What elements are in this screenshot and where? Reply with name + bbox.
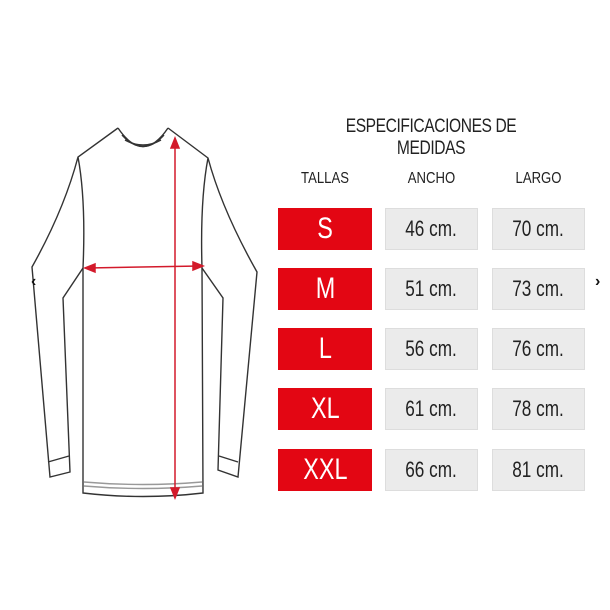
width-cell-text: 56 cm. (405, 336, 458, 361)
width-cell-text: 46 cm. (405, 216, 458, 241)
length-cell-text: 78 cm. (512, 396, 565, 421)
width-cell: 56 cm. (385, 328, 478, 370)
length-cell: 78 cm. (492, 388, 585, 430)
size-cell-text: XL (310, 392, 340, 425)
prev-arrow[interactable]: ‹ (31, 273, 37, 290)
length-cell-text: 81 cm. (512, 457, 565, 482)
header-sizes: TALLAS (301, 170, 349, 187)
size-cell: XL (278, 388, 372, 430)
size-cell: L (278, 328, 372, 370)
width-cell-text: 66 cm. (405, 457, 458, 482)
size-cell-text: XXL (302, 453, 348, 486)
width-cell: 46 cm. (385, 208, 478, 250)
length-cell: 70 cm. (492, 208, 585, 250)
next-arrow[interactable]: › (595, 273, 601, 290)
length-cell: 73 cm. (492, 268, 585, 310)
left-sleeve (31, 127, 119, 478)
right-sleeve (167, 127, 258, 478)
width-cell-text: 61 cm. (405, 396, 458, 421)
chart-title: ESPECIFICACIONES DE MEDIDAS (345, 116, 517, 159)
shirt-body (82, 267, 204, 498)
length-cell-text: 76 cm. (512, 336, 565, 361)
width-cell: 51 cm. (385, 268, 478, 310)
length-cell: 76 cm. (492, 328, 585, 370)
width-cell: 66 cm. (385, 449, 478, 491)
length-cell-text: 70 cm. (512, 216, 565, 241)
size-cell: S (278, 208, 372, 250)
header-length: LARGO (515, 170, 562, 187)
length-cell-text: 73 cm. (512, 276, 565, 301)
size-cell-text: M (315, 272, 335, 305)
size-cell: XXL (278, 449, 372, 491)
header-width: ANCHO (407, 170, 456, 187)
width-measure-line (87, 265, 201, 269)
width-cell: 61 cm. (385, 388, 478, 430)
width-cell-text: 51 cm. (405, 276, 458, 301)
size-cell-text: L (318, 332, 332, 365)
size-cell: M (278, 268, 372, 310)
collar-outer (117, 127, 169, 147)
length-cell: 81 cm. (492, 449, 585, 491)
size-cell-text: S (317, 212, 333, 245)
